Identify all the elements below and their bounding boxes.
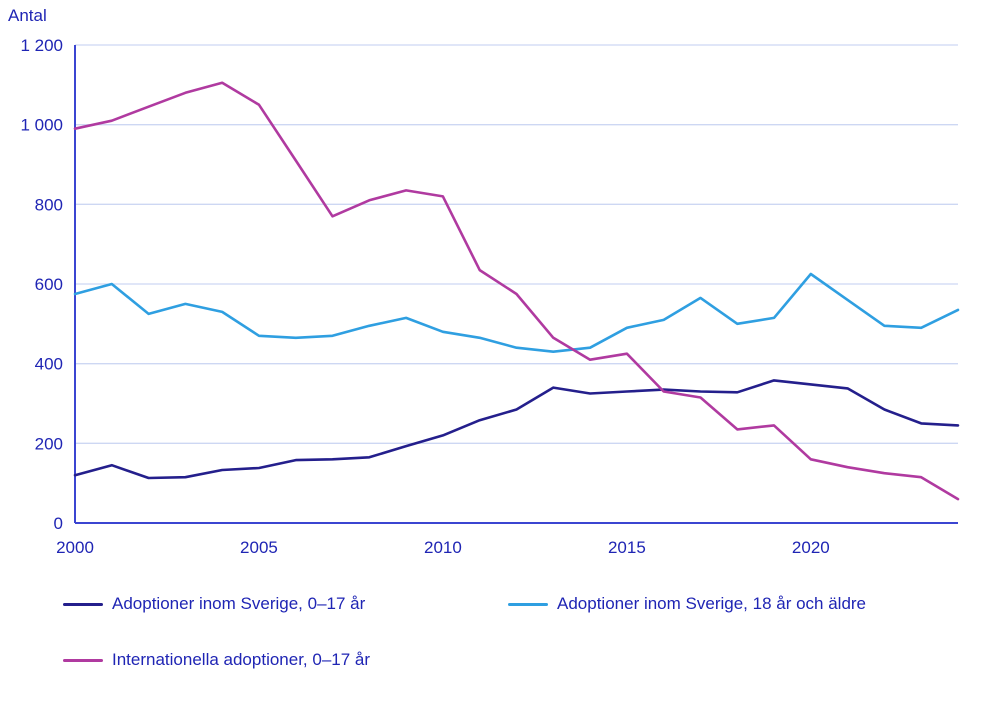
y-axis-title: Antal [8,6,47,25]
series-line [73,379,960,480]
x-tick-label: 2020 [792,538,830,557]
y-tick-label: 400 [35,355,63,374]
line-chart: Antal 0 200 400 600 800 1 000 1 200 2000 2005 2010… [8,6,960,557]
y-tick-label: 800 [35,195,63,214]
x-tick-label: 2010 [424,538,462,557]
legend-item: Adoptioner inom Sverige, 18 år och äldre [508,594,1004,614]
x-tick-label: 2005 [240,538,278,557]
series-line [73,81,960,501]
y-tick-label: 0 [54,514,63,533]
legend-label: Adoptioner inom Sverige, 18 år och äldre [557,594,867,613]
y-tick-label: 1 000 [20,116,63,135]
legend-line-swatch [508,602,548,606]
chart-legend: Adoptioner inom Sverige, 0–17 år Adoptio… [0,594,1004,670]
x-tick-label: 2000 [56,538,94,557]
legend-line-swatch [63,658,103,662]
legend-item: Adoptioner inom Sverige, 0–17 år [63,594,508,614]
x-tick-label: 2015 [608,538,646,557]
series-line [73,272,960,354]
legend-item: Internationella adoptioner, 0–17 år [63,650,508,670]
legend-line-swatch [63,602,103,606]
y-tick-label: 200 [35,434,63,453]
legend-label: Adoptioner inom Sverige, 0–17 år [112,594,366,613]
legend-label: Internationella adoptioner, 0–17 år [112,650,371,669]
y-tick-label: 1 200 [20,36,63,55]
y-tick-label: 600 [35,275,63,294]
